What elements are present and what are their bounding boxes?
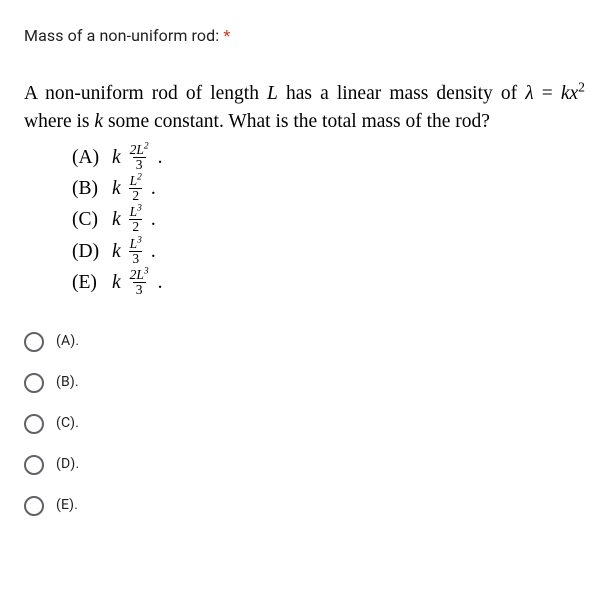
expression-period: . [151,176,156,201]
fraction-numerator: L2 [127,174,145,188]
radio-button[interactable] [24,332,44,352]
option-row[interactable]: (A). [24,321,585,362]
option-label: (B). [56,372,79,393]
expression-period: . [158,270,163,295]
expression-line: (D)k L33. [72,237,585,266]
option-row[interactable]: (D). [24,444,585,485]
radio-button[interactable] [24,373,44,393]
expression-label: (A) [72,145,108,170]
fraction-numerator: 2L2 [127,143,152,157]
expression-period: . [151,239,156,264]
expression-k: k [112,239,121,264]
question-title-text: Mass of a non-uniform rod: [24,26,219,45]
expression-fraction: L32 [127,205,145,234]
fraction-numerator: L3 [127,237,145,251]
answer-options: (A). (B). (C). (D). (E). [24,321,585,526]
expression-label: (D) [72,239,108,264]
expression-line: (E)k2L33. [72,268,585,297]
option-row[interactable]: (B). [24,362,585,403]
fraction-numerator: 2L3 [127,268,152,282]
expression-choices: (A)k2L23.(B)kL22.(C)kL32.(D)kL33.(E)k2L3… [72,143,585,298]
expression-k: k [112,270,121,295]
question-title: Mass of a non-uniform rod: * [24,24,585,48]
expression-label: (E) [72,270,108,295]
radio-button[interactable] [24,496,44,516]
question-body: A non-uniform rod of length L has a line… [24,80,585,137]
option-row[interactable]: (E). [24,485,585,526]
fraction-denominator: 3 [133,157,146,172]
expression-fraction: 2L33 [127,268,152,297]
expression-fraction: L33 [127,237,145,266]
expression-fraction: 2L23 [127,143,152,172]
expression-period: . [158,145,163,170]
expression-k: k [112,207,121,232]
expression-label: (B) [72,176,108,201]
option-label: (C). [56,413,79,434]
expression-label: (C) [72,207,108,232]
fraction-numerator: L3 [127,205,145,219]
radio-button[interactable] [24,455,44,475]
expression-period: . [151,207,156,232]
expression-line: (A)k2L23. [72,143,585,172]
expression-k: k [112,176,121,201]
radio-button[interactable] [24,414,44,434]
option-label: (D). [56,454,79,475]
fraction-denominator: 3 [133,282,146,297]
expression-line: (C)k L32. [72,205,585,234]
option-label: (A). [56,331,79,352]
option-label: (E). [56,495,78,516]
expression-line: (B)k L22. [72,174,585,203]
option-row[interactable]: (C). [24,403,585,444]
fraction-denominator: 2 [129,188,142,203]
expression-fraction: L22 [127,174,145,203]
required-asterisk: * [223,26,230,45]
expression-k: k [112,145,121,170]
fraction-denominator: 2 [129,219,142,234]
fraction-denominator: 3 [129,251,142,266]
